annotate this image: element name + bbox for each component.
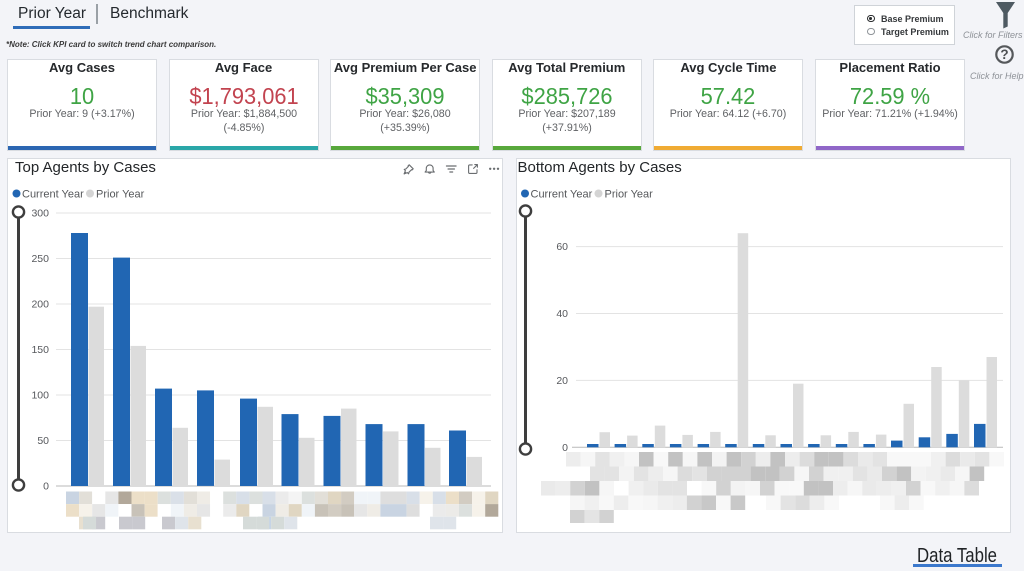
svg-text:200: 200 [31,299,49,311]
svg-text:50: 50 [37,435,49,447]
svg-text:0: 0 [43,481,49,493]
svg-text:Current Year: Current Year [531,188,593,200]
svg-text:Current Year: Current Year [22,188,84,200]
svg-text:Prior Year: Prior Year [96,188,145,200]
svg-text:250: 250 [31,253,49,265]
svg-text:300: 300 [31,208,49,220]
svg-text:?: ? [1000,47,1008,62]
svg-text:0: 0 [562,442,568,454]
svg-text:150: 150 [31,344,49,356]
svg-text:100: 100 [31,390,49,402]
svg-text:Prior Year: Prior Year [605,188,654,200]
svg-text:60: 60 [556,241,568,253]
svg-text:20: 20 [556,375,568,387]
svg-text:40: 40 [556,308,568,320]
